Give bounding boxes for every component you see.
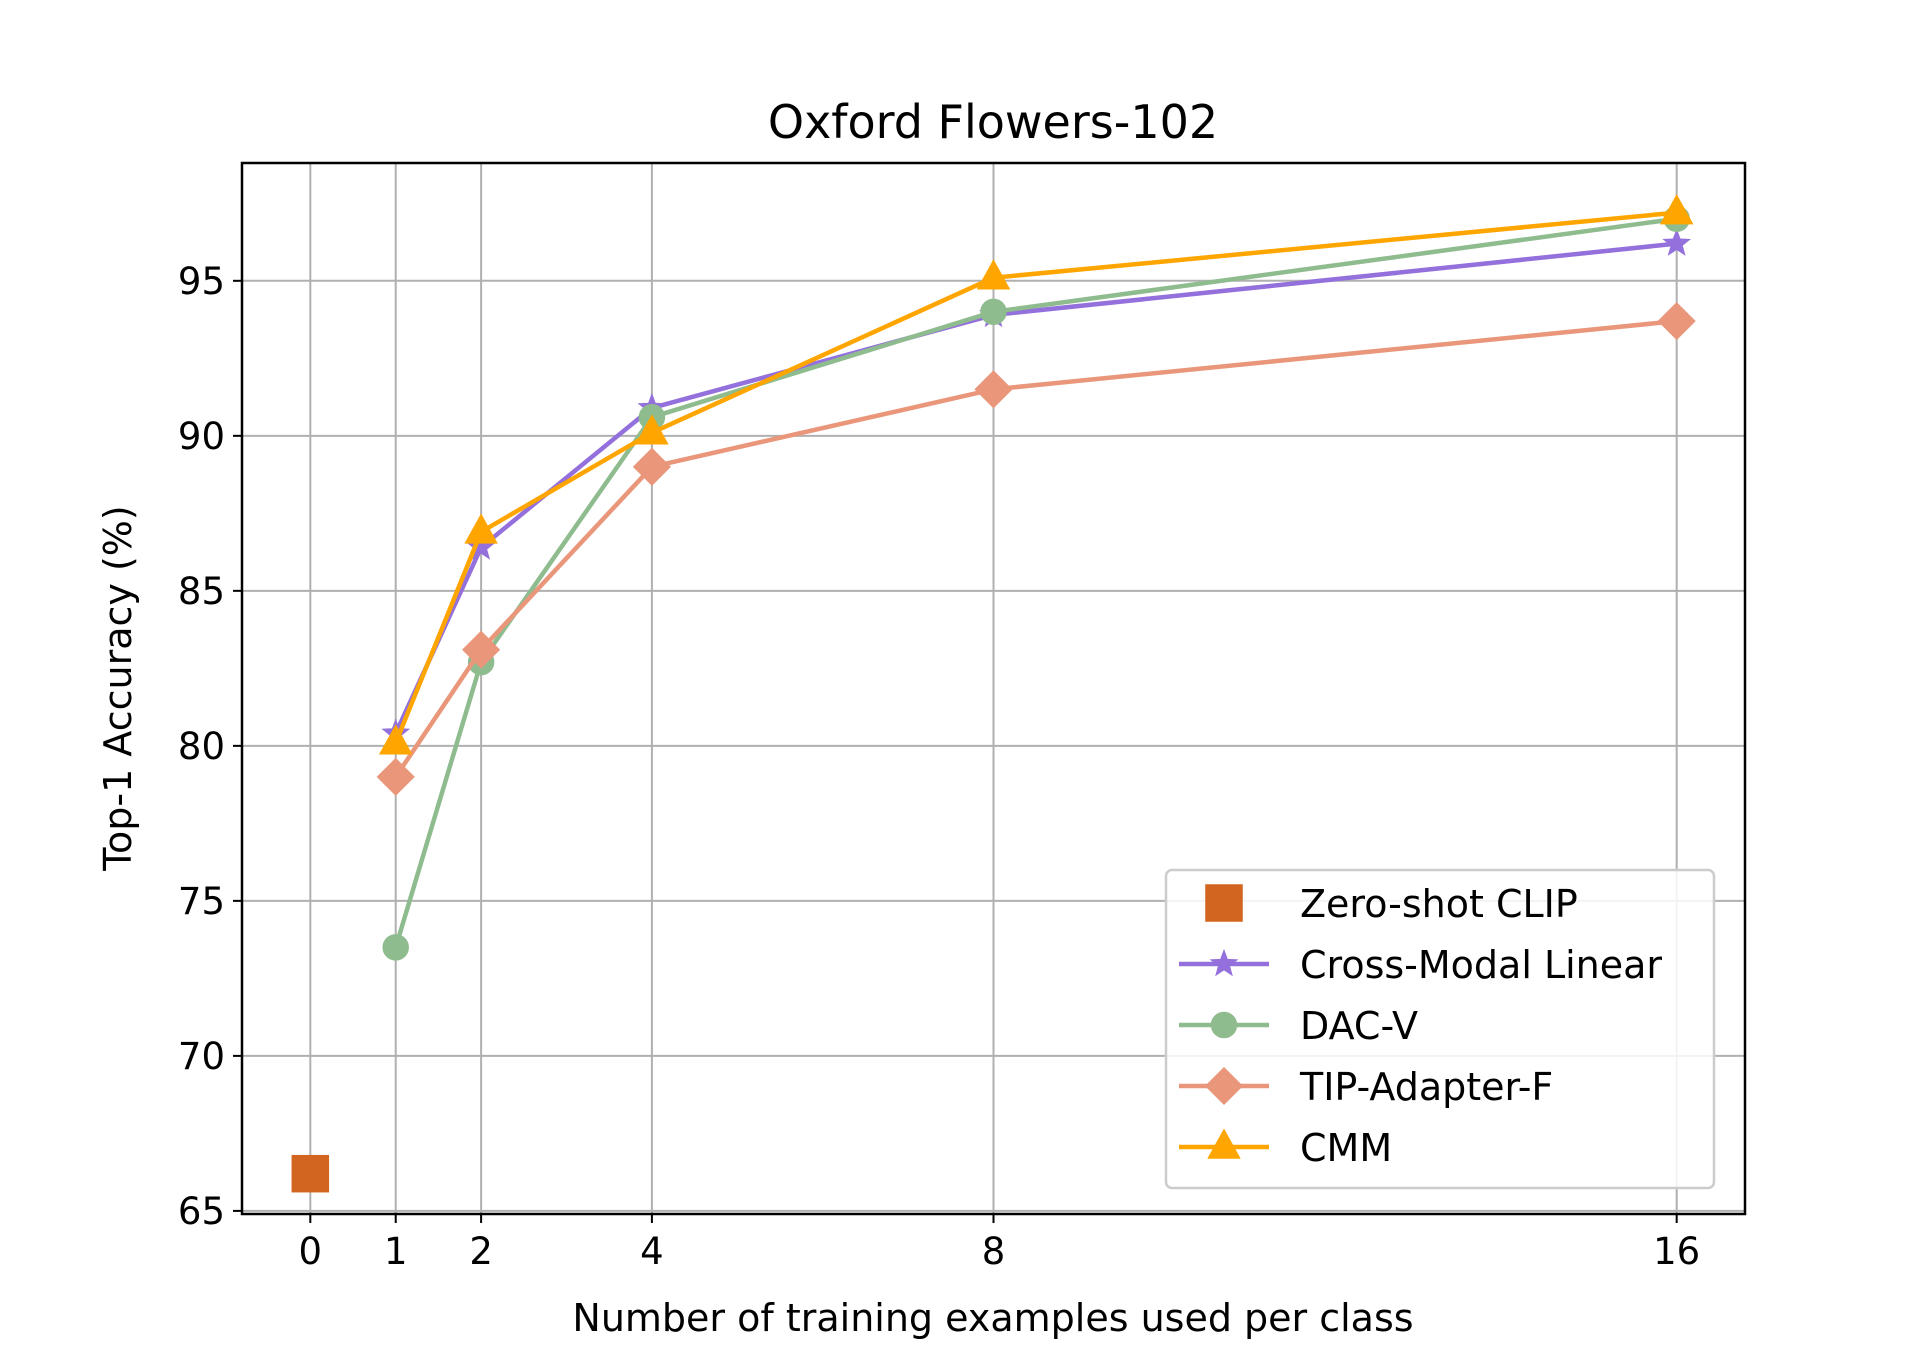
series-tip-adapter-f xyxy=(376,302,1696,796)
legend: Zero-shot CLIP Cross-Modal Linear DAC-V TIP… xyxy=(1164,868,1716,1190)
x-tick-label: 2 xyxy=(469,1230,493,1273)
data-point xyxy=(635,414,669,445)
legend-marker xyxy=(1210,1011,1238,1039)
x-tick-label: 8 xyxy=(982,1230,1006,1273)
x-tick-label: 4 xyxy=(640,1230,664,1273)
series-line xyxy=(393,318,1677,779)
data-point xyxy=(1662,228,1692,256)
y-tick-label: 90 xyxy=(178,415,225,458)
chart-title: Oxford Flowers-102 xyxy=(768,95,1218,149)
y-axis-label: Top-1 Accuracy (%) xyxy=(96,505,140,871)
y-tick-label: 80 xyxy=(178,725,225,768)
x-tick-label: 16 xyxy=(1653,1230,1700,1273)
data-point xyxy=(1659,194,1694,225)
legend-item: TIP-Adapter-F xyxy=(1179,1065,1553,1109)
legend-label: TIP-Adapter-F xyxy=(1299,1065,1553,1109)
data-point xyxy=(291,1154,330,1193)
data-point xyxy=(1657,302,1696,341)
legend-item: Cross-Modal Linear xyxy=(1179,943,1662,987)
y-tick-label: 75 xyxy=(178,880,225,923)
data-point xyxy=(464,513,498,544)
data-point xyxy=(980,298,1007,326)
x-axis-label: Number of training examples used per cla… xyxy=(572,1296,1413,1340)
legend-item: DAC-V xyxy=(1179,1004,1418,1048)
data-point xyxy=(376,757,415,796)
legend-item: Zero-shot CLIP xyxy=(1205,882,1578,926)
legend-marker xyxy=(1204,1066,1244,1106)
axis-ticks: 0 1 2 4 8 16 65 70 75 80 85 90 95 xyxy=(178,260,1700,1273)
data-point xyxy=(378,724,413,755)
y-tick-label: 85 xyxy=(178,570,225,613)
legend-marker xyxy=(1209,948,1239,977)
legend-label: Zero-shot CLIP xyxy=(1300,882,1578,926)
series-cmm xyxy=(378,194,1694,755)
data-point xyxy=(974,370,1013,409)
y-tick-label: 65 xyxy=(178,1190,225,1233)
series-zero-shot-clip xyxy=(291,1154,330,1193)
series-line xyxy=(393,210,1677,744)
legend-box xyxy=(1164,868,1716,1190)
x-tick-label: 1 xyxy=(384,1230,408,1273)
legend-marker xyxy=(1205,884,1243,922)
series-dac-v xyxy=(382,205,1690,961)
legend-marker xyxy=(1207,1128,1241,1159)
data-point xyxy=(462,630,501,669)
data-point xyxy=(382,934,409,961)
series-line xyxy=(393,241,1677,735)
legend-item: CMM xyxy=(1179,1126,1392,1170)
x-tick-label: 0 xyxy=(299,1230,323,1273)
y-tick-label: 70 xyxy=(178,1035,225,1078)
data-point xyxy=(976,259,1011,290)
y-tick-label: 95 xyxy=(178,260,225,303)
legend-label: DAC-V xyxy=(1300,1004,1418,1048)
series-layer xyxy=(291,194,1696,1193)
series-line xyxy=(393,216,1678,949)
data-point xyxy=(632,447,671,486)
legend-label: CMM xyxy=(1300,1126,1392,1170)
legend-label: Cross-Modal Linear xyxy=(1300,943,1662,987)
